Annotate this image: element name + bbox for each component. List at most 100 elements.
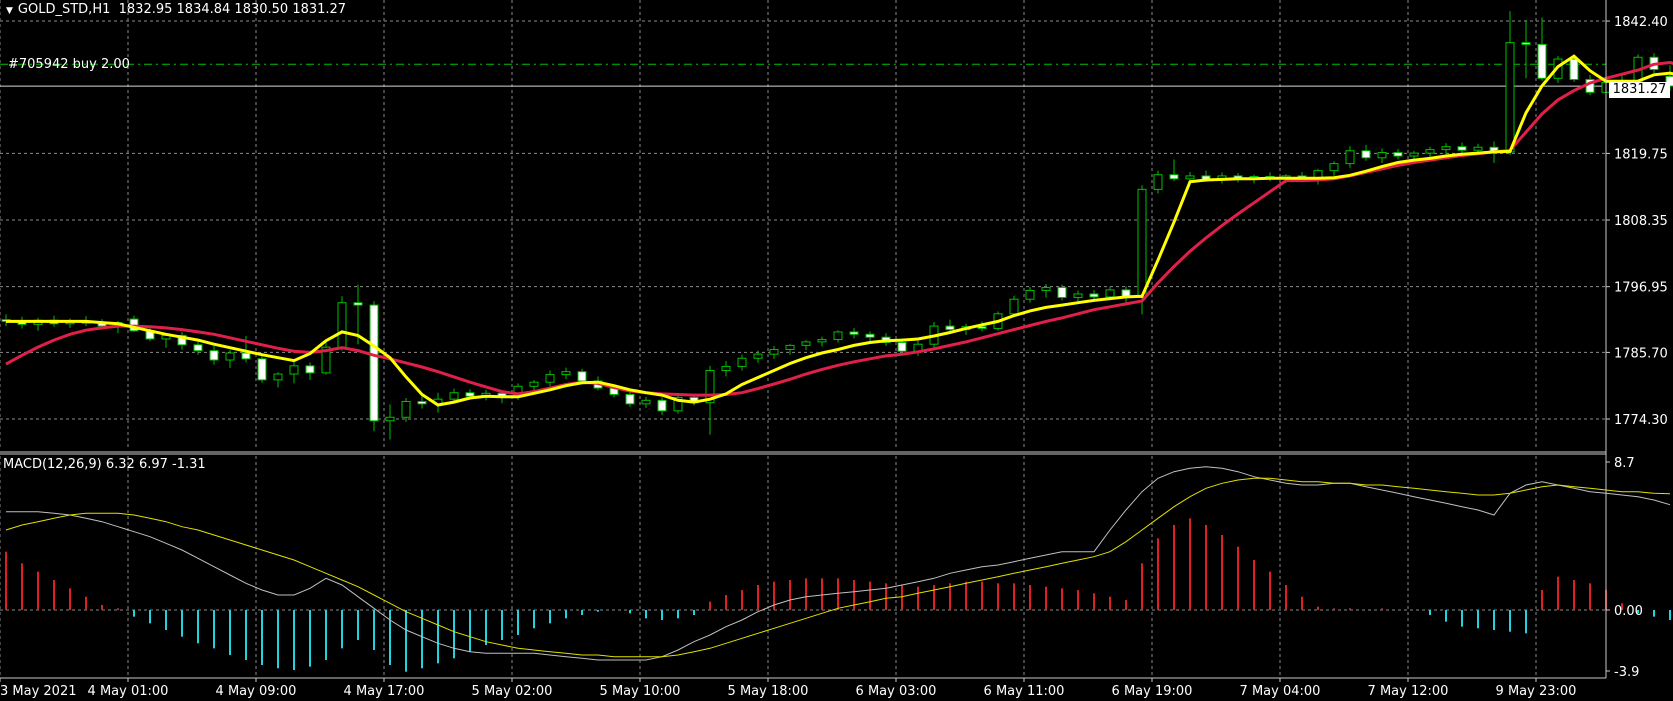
time-axis-label: 4 May 17:00 xyxy=(344,684,425,699)
candle-bull xyxy=(1137,188,1147,298)
candle-bull xyxy=(641,399,651,405)
candle-bear xyxy=(1089,293,1099,298)
candle-bull xyxy=(833,331,843,341)
candle-bull xyxy=(561,371,571,376)
time-axis-label: 3 May 2021 xyxy=(0,684,77,699)
candle-bull xyxy=(721,365,731,372)
price-axis-label: 1796.95 xyxy=(1614,281,1668,296)
candle-bull xyxy=(1105,289,1115,298)
candle-bull xyxy=(289,365,299,375)
macd-axis-label: 8.7 xyxy=(1614,456,1635,471)
candle-bear xyxy=(1569,58,1579,80)
candle-bull xyxy=(1009,298,1019,315)
candle-bull xyxy=(705,370,715,404)
candle-bull xyxy=(337,302,347,348)
moving-averages xyxy=(5,54,1673,407)
current-price-tag: 1831.27 xyxy=(1609,82,1670,98)
candle-bear xyxy=(209,350,219,361)
candle-bear xyxy=(353,302,363,306)
candle-bull xyxy=(737,357,747,367)
candle-bull xyxy=(385,416,395,422)
price-axis-label: 1842.40 xyxy=(1614,15,1668,30)
candle-bear xyxy=(241,352,251,360)
candle-bear xyxy=(369,304,379,422)
candle-bear xyxy=(657,399,667,412)
candle-bull xyxy=(1441,146,1451,151)
macd-axis-label: 0.00 xyxy=(1614,604,1643,619)
time-axis-label: 6 May 03:00 xyxy=(856,684,937,699)
candle-bull xyxy=(1505,42,1515,153)
time-axis-label: 9 May 23:00 xyxy=(1496,684,1577,699)
candle-bear xyxy=(1169,174,1179,180)
candle-bull xyxy=(449,392,459,400)
candle-bull xyxy=(801,341,811,346)
price-axis-label: 1808.35 xyxy=(1614,214,1668,229)
candle-bull xyxy=(1409,152,1419,157)
macd-panel xyxy=(5,466,1671,672)
candle-bear xyxy=(945,325,955,331)
candle-bear xyxy=(417,400,427,405)
candle-bull xyxy=(817,339,827,343)
candle-bull xyxy=(1377,152,1387,159)
time-axis-label: 5 May 18:00 xyxy=(728,684,809,699)
candle-bull xyxy=(1025,289,1035,300)
candle-bull xyxy=(529,381,539,387)
candle-bull xyxy=(673,396,683,412)
candle-bear xyxy=(1057,287,1067,298)
grid xyxy=(0,0,1606,678)
price-axis-label: 1774.30 xyxy=(1614,413,1668,428)
candle-bear xyxy=(977,326,987,329)
candle-bull xyxy=(1073,293,1083,298)
candle-bear xyxy=(1537,43,1547,79)
candle-bear xyxy=(625,393,635,405)
candle-bull xyxy=(1425,149,1435,154)
candle-bear xyxy=(1457,146,1467,151)
candle-bear xyxy=(305,365,315,374)
symbol-name: GOLD_STD,H1 xyxy=(17,2,111,17)
candle-bear xyxy=(1361,150,1371,159)
dropdown-triangle-icon[interactable]: ▼ xyxy=(6,6,13,16)
candle-bull xyxy=(1041,287,1051,291)
candle-bear xyxy=(177,334,187,346)
macd-line xyxy=(6,466,1671,661)
candle-bear xyxy=(865,333,875,338)
price-axis-label: 1785.70 xyxy=(1614,346,1668,361)
candle-bear xyxy=(849,331,859,335)
candle-bear xyxy=(465,392,475,397)
candle-bull xyxy=(769,348,779,355)
candle-bull xyxy=(225,352,235,361)
candle-bull xyxy=(1345,150,1355,165)
symbol-header[interactable]: ▼ GOLD_STD,H1 1832.95 1834.84 1830.50 183… xyxy=(6,2,346,17)
price-axis-label: 1819.75 xyxy=(1614,147,1668,162)
candle-bear xyxy=(257,358,267,381)
candle-bear xyxy=(1665,75,1673,87)
candles xyxy=(1,11,1673,440)
candle-bull xyxy=(1153,174,1163,190)
candle-bear xyxy=(193,344,203,352)
order-label[interactable]: #705942 buy 2.00 xyxy=(8,57,130,72)
candle-bull xyxy=(401,400,411,418)
macd-title: MACD(12,26,9) 6.32 6.97 -1.31 xyxy=(3,457,206,472)
candle-bear xyxy=(897,341,907,352)
candle-bull xyxy=(1329,163,1339,172)
candle-bull xyxy=(1185,175,1195,180)
candle-bear xyxy=(1393,152,1403,157)
time-axis-label: 4 May 01:00 xyxy=(88,684,169,699)
candle-bull xyxy=(321,346,331,374)
candle-bear xyxy=(1521,42,1531,45)
time-axis-label: 5 May 10:00 xyxy=(600,684,681,699)
ohlc-values: 1832.95 1834.84 1830.50 1831.27 xyxy=(118,2,347,17)
time-axis-label: 7 May 12:00 xyxy=(1368,684,1449,699)
macd-signal-line xyxy=(5,477,1671,658)
candle-bull xyxy=(753,353,763,359)
candle-bull xyxy=(545,374,555,383)
time-axis-label: 6 May 19:00 xyxy=(1112,684,1193,699)
macd-axis-label: -3.9 xyxy=(1614,665,1639,680)
candle-bear xyxy=(577,371,587,382)
candle-bull xyxy=(1473,146,1483,151)
time-axis-label: 5 May 02:00 xyxy=(472,684,553,699)
time-axis-label: 4 May 09:00 xyxy=(216,684,297,699)
time-axis-label: 6 May 11:00 xyxy=(984,684,1065,699)
